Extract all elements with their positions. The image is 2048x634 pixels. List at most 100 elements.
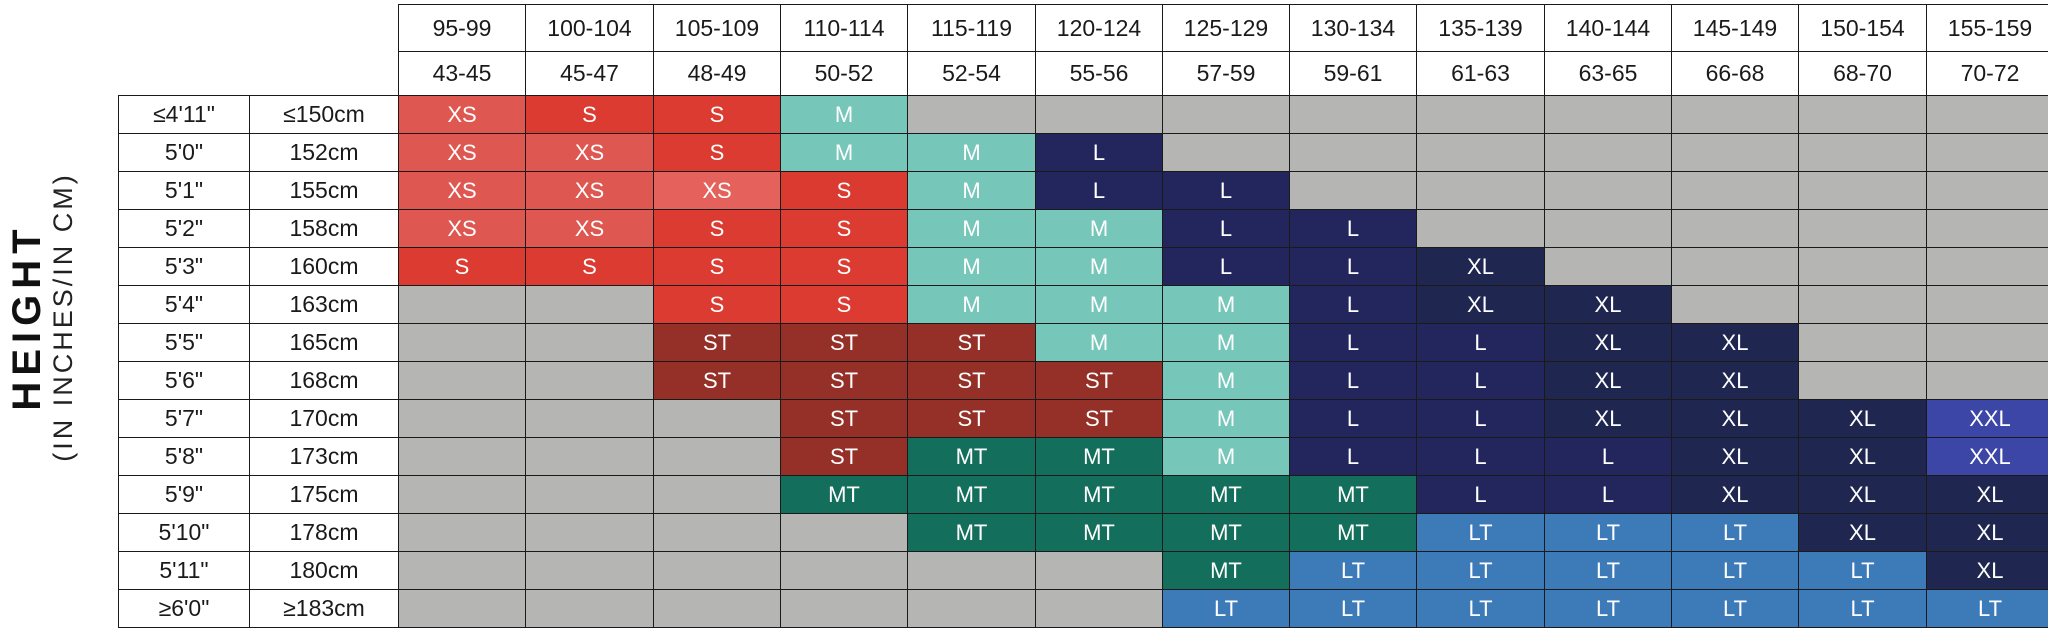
size-cell: S: [653, 285, 781, 324]
weight-lbs-header: 95-99: [398, 4, 526, 52]
size-cell: M: [907, 209, 1036, 248]
size-cell: XL: [1926, 475, 2048, 514]
size-cell: LT: [1416, 513, 1545, 552]
size-cell: L: [1162, 247, 1290, 286]
size-cell: S: [525, 95, 654, 134]
size-cell: M: [780, 133, 908, 172]
size-cell: L: [1289, 247, 1417, 286]
size-cell: MT: [1162, 475, 1290, 514]
weight-lbs-header: 125-129: [1162, 4, 1290, 52]
weight-kg-header: 50-52: [780, 51, 908, 96]
size-cell: S: [653, 247, 781, 286]
height-cm-label: ≤150cm: [249, 95, 399, 134]
empty-cell: [1162, 133, 1290, 172]
size-cell: XL: [1416, 247, 1545, 286]
size-cell: ST: [653, 361, 781, 400]
size-cell: LT: [1544, 589, 1672, 628]
height-inches-label: 5'5": [118, 323, 250, 362]
weight-kg-header: 43-45: [398, 51, 526, 96]
axis-title-main: HEIGHT: [5, 223, 50, 411]
empty-cell: [1671, 285, 1799, 324]
empty-cell: [1162, 95, 1290, 134]
height-cm-label: 158cm: [249, 209, 399, 248]
empty-cell: [1926, 133, 2048, 172]
size-cell: XL: [1544, 361, 1672, 400]
weight-lbs-header: 120-124: [1035, 4, 1163, 52]
size-cell: M: [780, 95, 908, 134]
empty-cell: [398, 323, 526, 362]
empty-cell: [525, 437, 654, 476]
size-cell: LT: [1544, 551, 1672, 590]
size-cell: XL: [1798, 475, 1927, 514]
size-cell: L: [1416, 437, 1545, 476]
size-cell: M: [1162, 285, 1290, 324]
empty-cell: [907, 589, 1036, 628]
size-cell: M: [1162, 323, 1290, 362]
height-cm-label: 175cm: [249, 475, 399, 514]
size-cell: LT: [1416, 589, 1545, 628]
size-cell: S: [780, 285, 908, 324]
size-cell: XS: [525, 171, 654, 210]
empty-cell: [525, 513, 654, 552]
empty-cell: [1671, 133, 1799, 172]
empty-cell: [525, 361, 654, 400]
height-cm-label: 168cm: [249, 361, 399, 400]
height-inches-label: 5'10": [118, 513, 250, 552]
weight-lbs-header: 130-134: [1289, 4, 1417, 52]
size-cell: XL: [1544, 323, 1672, 362]
size-cell: M: [1035, 285, 1163, 324]
empty-cell: [1926, 361, 2048, 400]
weight-lbs-header: 135-139: [1416, 4, 1545, 52]
size-cell: ST: [1035, 399, 1163, 438]
weight-lbs-header: 145-149: [1671, 4, 1799, 52]
height-cm-label: ≥183cm: [249, 589, 399, 628]
size-cell: L: [1544, 437, 1672, 476]
size-cell: S: [780, 247, 908, 286]
empty-cell: [1416, 95, 1545, 134]
weight-kg-header: 59-61: [1289, 51, 1417, 96]
size-cell: LT: [1416, 551, 1545, 590]
size-cell: LT: [1671, 589, 1799, 628]
size-cell: L: [1416, 399, 1545, 438]
empty-cell: [1671, 171, 1799, 210]
size-cell: LT: [1289, 589, 1417, 628]
empty-cell: [1926, 209, 2048, 248]
height-cm-label: 155cm: [249, 171, 399, 210]
weight-lbs-header: 140-144: [1544, 4, 1672, 52]
empty-cell: [1544, 95, 1672, 134]
empty-cell: [907, 551, 1036, 590]
size-cell: MT: [1289, 475, 1417, 514]
height-inches-label: 5'8": [118, 437, 250, 476]
size-cell: XL: [1416, 285, 1545, 324]
empty-cell: [1289, 133, 1417, 172]
size-cell: ST: [780, 361, 908, 400]
empty-cell: [653, 589, 781, 628]
empty-cell: [525, 475, 654, 514]
size-cell: LT: [1289, 551, 1417, 590]
height-inches-label: 5'7": [118, 399, 250, 438]
size-cell: MT: [1035, 513, 1163, 552]
height-inches-label: 5'11": [118, 551, 250, 590]
height-cm-label: 173cm: [249, 437, 399, 476]
empty-cell: [1798, 95, 1927, 134]
empty-cell: [525, 323, 654, 362]
weight-kg-header: 68-70: [1798, 51, 1927, 96]
empty-cell: [398, 285, 526, 324]
size-cell: MT: [1289, 513, 1417, 552]
weight-kg-header: 48-49: [653, 51, 781, 96]
size-cell: S: [653, 95, 781, 134]
size-cell: MT: [1162, 551, 1290, 590]
empty-cell: [653, 475, 781, 514]
size-cell: S: [780, 171, 908, 210]
size-cell: LT: [1798, 589, 1927, 628]
empty-cell: [1798, 323, 1927, 362]
size-cell: MT: [907, 513, 1036, 552]
size-cell: XXL: [1926, 437, 2048, 476]
weight-kg-header: 66-68: [1671, 51, 1799, 96]
size-cell: S: [780, 209, 908, 248]
empty-cell: [398, 589, 526, 628]
empty-cell: [1416, 209, 1545, 248]
size-cell: M: [907, 285, 1036, 324]
weight-lbs-header: 105-109: [653, 4, 781, 52]
height-cm-label: 160cm: [249, 247, 399, 286]
